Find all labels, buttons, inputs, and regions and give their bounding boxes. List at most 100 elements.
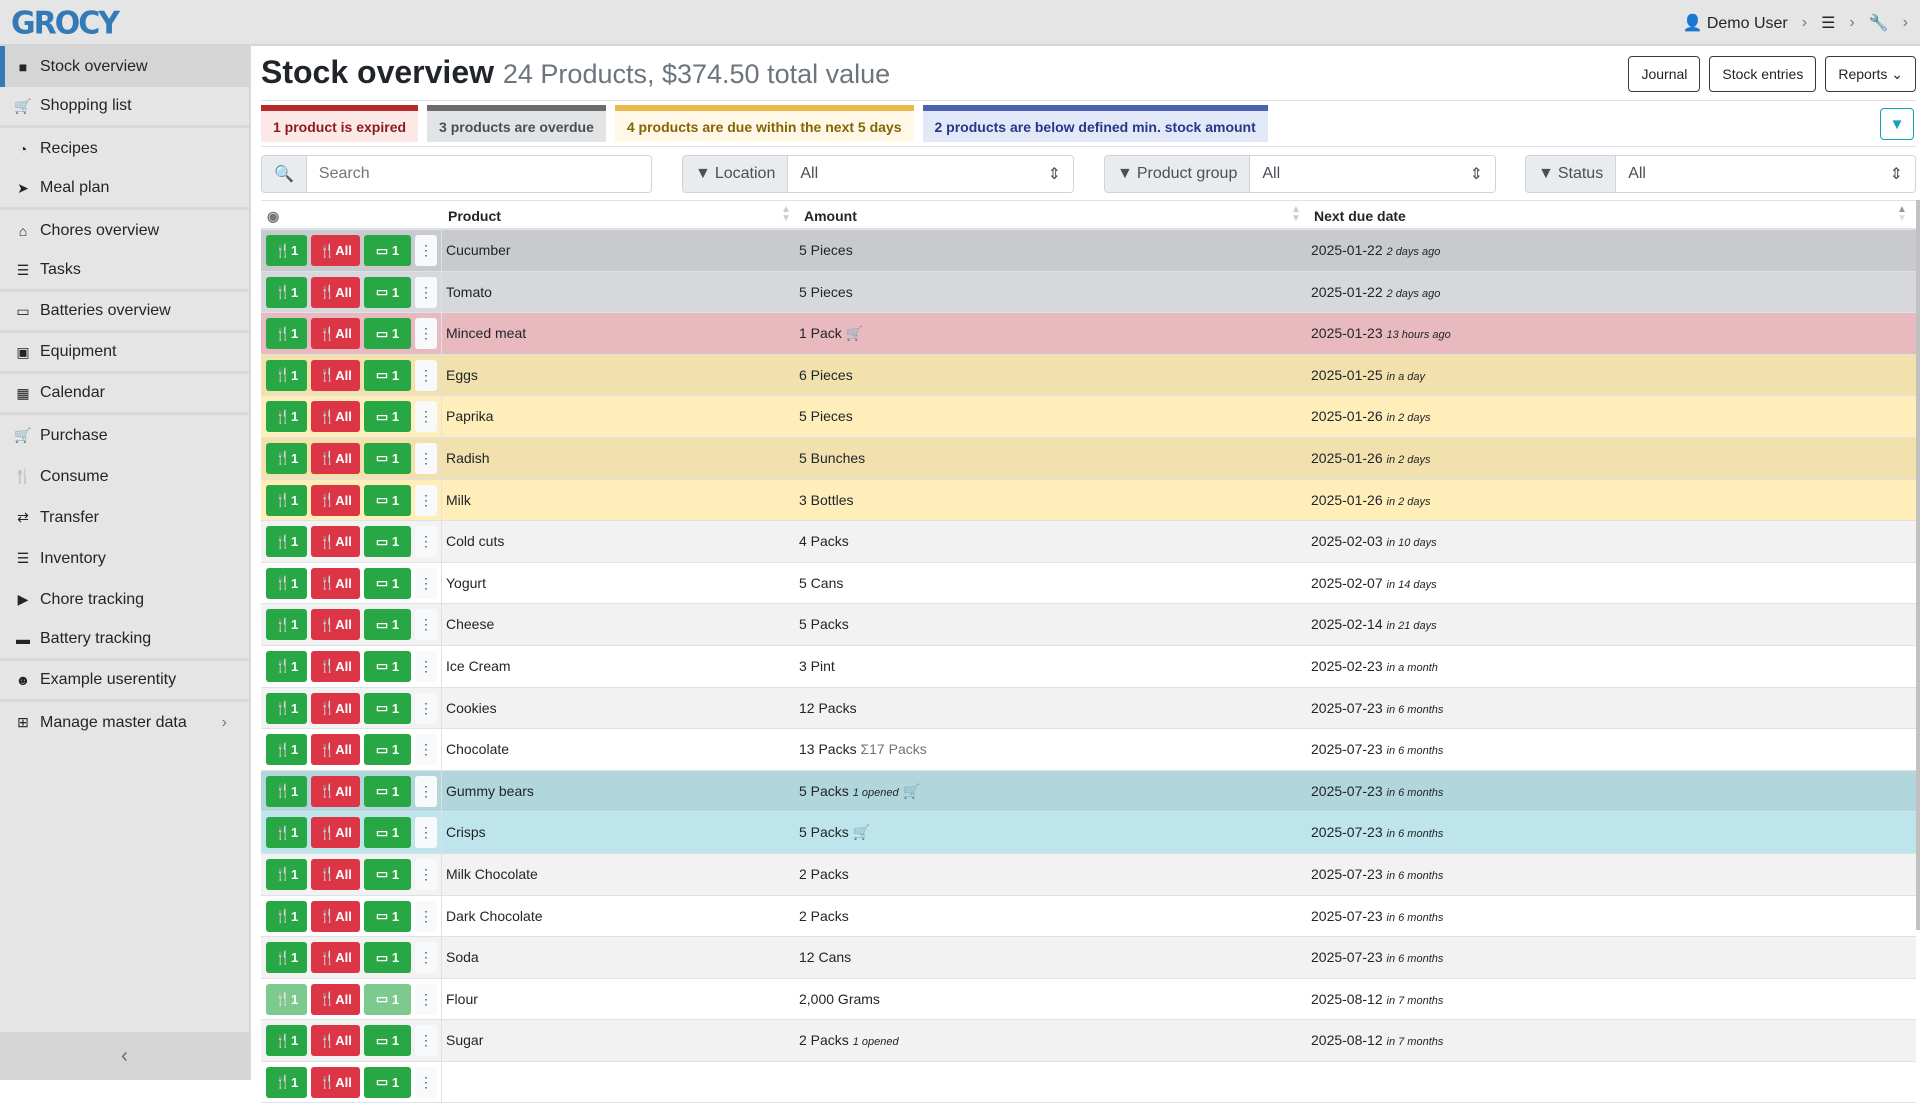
consume-one-button[interactable]: 🍴 1 [266,858,307,890]
open-one-button[interactable]: ▭ 1 [364,650,411,682]
consume-one-button[interactable]: 🍴 1 [266,817,307,849]
more-options-button[interactable]: ⋮ [415,1066,437,1098]
open-one-button[interactable]: ▭ 1 [364,817,411,849]
sidebar-item-shopping-list[interactable]: 🛒 Shopping list [0,87,249,128]
product-name[interactable]: Minced meat [446,325,527,342]
more-options-button[interactable]: ⋮ [415,567,437,599]
sidebar-item-battery-tracking[interactable]: ▬ Battery tracking [0,620,249,661]
product-name[interactable]: Gummy bears [446,782,534,799]
open-one-button[interactable]: ▭ 1 [364,235,411,266]
consume-one-button[interactable]: 🍴 1 [266,401,307,433]
collapse-sidebar-button[interactable]: ‹ [0,1032,249,1080]
stock-entries-button[interactable]: Stock entries [1709,56,1817,92]
consume-one-button[interactable]: 🍴 1 [266,692,307,724]
sidebar-item-equipment[interactable]: ▣ Equipment [0,333,249,374]
more-options-button[interactable]: ⋮ [415,983,437,1015]
open-one-button[interactable]: ▭ 1 [364,1025,411,1057]
open-one-button[interactable]: ▭ 1 [364,1066,411,1098]
consume-one-button[interactable]: 🍴 1 [266,567,307,599]
user-menu[interactable]: 👤 Demo User [1682,13,1787,33]
more-options-button[interactable]: ⋮ [415,775,437,807]
open-one-button[interactable]: ▭ 1 [364,526,411,558]
product-name[interactable]: Radish [446,449,490,466]
open-one-button[interactable]: ▭ 1 [364,692,411,724]
open-one-button[interactable]: ▭ 1 [364,484,411,516]
location-select[interactable]: All [800,165,819,182]
column-amount[interactable]: Amount [804,208,857,224]
product-name[interactable]: Crisps [446,824,486,841]
sidebar-item-meal-plan[interactable]: ➤ Meal plan [0,169,249,210]
more-options-button[interactable]: ⋮ [415,650,437,682]
sidebar-item-inventory[interactable]: ☰ Inventory [0,538,249,579]
product-name[interactable]: Sugar [446,1032,484,1049]
consume-all-button[interactable]: 🍴 All [311,734,360,766]
consume-one-button[interactable]: 🍴 1 [266,526,307,558]
sidebar-item-batteries-overview[interactable]: ▭ Batteries overview [0,292,249,333]
more-options-button[interactable]: ⋮ [415,359,437,391]
sidebar-item-recipes[interactable]: ◔ Recipes [0,128,249,169]
consume-all-button[interactable]: 🍴 All [311,942,360,974]
product-name[interactable]: Milk [446,491,471,508]
scrollbar[interactable] [1916,200,1920,930]
settings-sliders-icon[interactable]: ☰ [1821,15,1836,32]
more-options-button[interactable]: ⋮ [415,235,437,266]
consume-all-button[interactable]: 🍴 All [311,692,360,724]
consume-all-button[interactable]: 🍴 All [311,318,360,350]
open-one-button[interactable]: ▭ 1 [364,442,411,474]
sidebar-item-purchase[interactable]: 🛒 Purchase [0,415,249,456]
column-visibility-eye-icon[interactable]: ◉ [267,208,280,224]
more-options-button[interactable]: ⋮ [415,484,437,516]
consume-all-button[interactable]: 🍴 All [311,276,360,308]
more-options-button[interactable]: ⋮ [415,900,437,932]
consume-all-button[interactable]: 🍴 All [311,858,360,890]
consume-all-button[interactable]: 🍴 All [311,359,360,391]
open-one-button[interactable]: ▭ 1 [364,567,411,599]
consume-one-button[interactable]: 🍴 1 [266,983,307,1015]
consume-all-button[interactable]: 🍴 All [311,235,360,266]
consume-all-button[interactable]: 🍴 All [311,775,360,807]
more-options-button[interactable]: ⋮ [415,942,437,974]
product-name[interactable]: Chocolate [446,741,510,758]
open-one-button[interactable]: ▭ 1 [364,318,411,350]
consume-one-button[interactable]: 🍴 1 [266,484,307,516]
column-product[interactable]: Product [448,208,501,224]
more-options-button[interactable]: ⋮ [415,692,437,724]
sidebar-item-calendar[interactable]: ▦ Calendar [0,374,249,415]
consume-all-button[interactable]: 🍴 All [311,526,360,558]
consume-all-button[interactable]: 🍴 All [311,442,360,474]
more-options-button[interactable]: ⋮ [415,526,437,558]
consume-one-button[interactable]: 🍴 1 [266,942,307,974]
consume-one-button[interactable]: 🍴 1 [266,650,307,682]
clear-filter-button[interactable]: ▼ [1880,108,1914,140]
sidebar-item-transfer[interactable]: ⇄ Transfer [0,497,249,538]
open-one-button[interactable]: ▭ 1 [364,734,411,766]
status-alert-1[interactable]: 3 products are overdue [427,105,606,142]
status-alert-0[interactable]: 1 product is expired [261,105,419,142]
location-filter[interactable]: ▼ Location All ⇕ [682,155,1074,193]
consume-one-button[interactable]: 🍴 1 [266,359,307,391]
status-filter[interactable]: ▼ Status All ⇕ [1525,155,1916,193]
sidebar-item-chores-overview[interactable]: ⌂ Chores overview [0,210,249,251]
product-name[interactable]: Yogurt [446,574,486,591]
status-alert-3[interactable]: 2 products are below defined min. stock … [922,105,1268,142]
consume-one-button[interactable]: 🍴 1 [266,1066,307,1098]
product-name[interactable]: Milk Chocolate [446,865,538,882]
shopping-cart-icon[interactable]: 🛒 [845,325,864,342]
status-alert-2[interactable]: 4 products are due within the next 5 day… [614,105,914,142]
search-input[interactable] [306,156,651,192]
more-options-button[interactable]: ⋮ [415,858,437,890]
more-options-button[interactable]: ⋮ [415,401,437,433]
reports-dropdown[interactable]: Reports ⌄ [1825,56,1916,92]
status-select[interactable]: All [1628,165,1646,182]
consume-all-button[interactable]: 🍴 All [311,1066,360,1098]
sidebar-item-consume[interactable]: 🍴 Consume [0,456,249,497]
product-name[interactable]: Ice Cream [446,657,511,674]
product-group-select[interactable]: All [1262,165,1281,182]
shopping-cart-icon[interactable]: 🛒 [902,782,920,799]
product-name[interactable]: Tomato [446,283,492,300]
consume-one-button[interactable]: 🍴 1 [266,900,307,932]
more-options-button[interactable]: ⋮ [415,609,437,641]
product-name[interactable]: Flour [446,990,478,1007]
column-next-due-date[interactable]: Next due date [1314,208,1406,224]
journal-button[interactable]: Journal [1628,56,1701,92]
